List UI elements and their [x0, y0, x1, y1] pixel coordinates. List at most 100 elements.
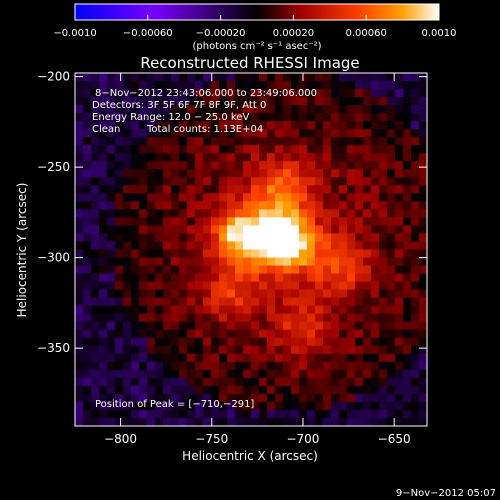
heatmap-cell	[411, 129, 420, 138]
heatmap-cell	[275, 177, 284, 186]
heatmap-cell	[307, 417, 316, 426]
heatmap-cell	[355, 217, 364, 227]
heatmap-cell	[211, 153, 220, 162]
heatmap-cell	[99, 97, 108, 106]
heatmap-cell	[395, 153, 404, 162]
heatmap-cell	[323, 233, 332, 243]
heatmap-cell	[203, 329, 212, 339]
heatmap-cell	[363, 105, 372, 114]
heatmap-cell	[235, 305, 244, 315]
heatmap-cell	[307, 185, 316, 194]
heatmap-cell	[339, 225, 348, 235]
heatmap-cell	[283, 361, 292, 371]
heatmap-cell	[387, 225, 396, 235]
heatmap-cell	[315, 417, 324, 426]
heatmap-cell	[331, 401, 340, 411]
heatmap-cell	[227, 249, 236, 259]
heatmap-cell	[291, 337, 300, 347]
heatmap-cell	[323, 225, 332, 235]
heatmap-cell	[155, 393, 164, 403]
heatmap-cell	[75, 137, 84, 146]
heatmap-cell	[315, 81, 324, 90]
heatmap-cell	[315, 185, 324, 194]
heatmap-cell	[203, 97, 212, 106]
heatmap-cell	[211, 329, 220, 339]
heatmap-cell	[291, 81, 300, 90]
heatmap-cell	[371, 257, 380, 267]
heatmap-cell	[251, 241, 260, 251]
heatmap-cell	[115, 161, 124, 170]
heatmap-cell	[339, 177, 348, 186]
heatmap-cell	[115, 265, 124, 275]
heatmap-cell	[147, 193, 156, 202]
heatmap-cell	[403, 105, 412, 114]
heatmap-cell	[115, 209, 124, 219]
annotation-detectors: Detectors: 3F 5F 6F 7F 8F 9F, Att 0	[92, 100, 266, 111]
heatmap-cell	[91, 345, 100, 355]
heatmap-cell	[267, 217, 276, 227]
heatmap-cell	[347, 129, 356, 138]
heatmap-cell	[315, 201, 324, 210]
heatmap-cell	[403, 377, 412, 387]
heatmap-cell	[195, 169, 204, 178]
heatmap-cell	[99, 385, 108, 395]
heatmap-cell	[211, 169, 220, 178]
heatmap-cell	[123, 265, 132, 275]
heatmap-cell	[131, 121, 140, 130]
heatmap-cell	[115, 169, 124, 178]
heatmap-cell	[179, 385, 188, 395]
heatmap-cell	[123, 417, 132, 426]
heatmap-cell	[355, 353, 364, 363]
heatmap-cell	[99, 313, 108, 323]
heatmap-cell	[339, 113, 348, 122]
heatmap-cell	[363, 417, 372, 426]
heatmap-cell	[275, 121, 284, 130]
heatmap-cell	[323, 73, 332, 82]
heatmap-cell	[275, 73, 284, 82]
heatmap-cell	[419, 161, 427, 170]
heatmap-cell	[211, 241, 220, 251]
heatmap-cell	[347, 153, 356, 162]
heatmap-cell	[75, 209, 84, 219]
heatmap-cell	[107, 153, 116, 162]
heatmap-cell	[251, 281, 260, 291]
heatmap-cell	[115, 297, 124, 307]
heatmap-cell	[99, 305, 108, 315]
heatmap-cell	[179, 97, 188, 106]
heatmap-cell	[259, 329, 268, 339]
heatmap-cell	[379, 385, 388, 395]
heatmap-cell	[235, 377, 244, 387]
heatmap-cell	[107, 257, 116, 267]
heatmap-cell	[307, 385, 316, 395]
plot-frame	[74, 72, 428, 427]
heatmap-cell	[171, 177, 180, 186]
heatmap-cell	[139, 97, 148, 106]
heatmap-cell	[323, 257, 332, 267]
heatmap-cell	[291, 417, 300, 426]
heatmap-cell	[75, 145, 84, 154]
heatmap-cell	[235, 281, 244, 291]
heatmap-cell	[411, 233, 420, 243]
heatmap-cell	[147, 369, 156, 379]
heatmap-cell	[403, 369, 412, 379]
heatmap-cell	[91, 209, 100, 219]
heatmap-cell	[243, 81, 252, 90]
heatmap-cell	[267, 193, 276, 202]
heatmap-cell	[363, 281, 372, 291]
heatmap-cell	[139, 297, 148, 307]
heatmap-cell	[187, 145, 196, 154]
heatmap-cell	[387, 257, 396, 267]
heatmap-cell	[371, 353, 380, 363]
heatmap-cell	[91, 385, 100, 395]
heatmap-cell	[243, 217, 252, 227]
heatmap-cell	[283, 121, 292, 130]
heatmap-cell	[131, 177, 140, 186]
heatmap-cell	[275, 305, 284, 315]
heatmap-cell	[187, 113, 196, 122]
heatmap-cell	[355, 361, 364, 371]
heatmap-cell	[387, 241, 396, 251]
heatmap-cell	[403, 289, 412, 299]
heatmap-cell	[115, 217, 124, 227]
heatmap-cell	[75, 153, 84, 162]
heatmap-cell	[323, 393, 332, 403]
